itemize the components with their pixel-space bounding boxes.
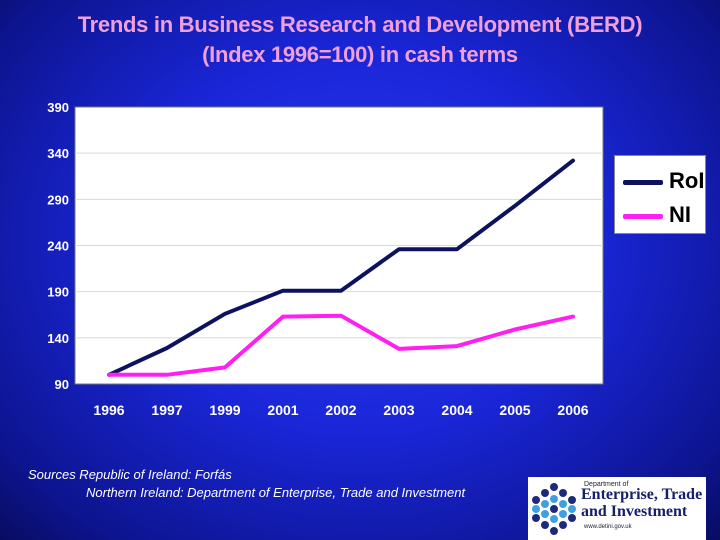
x-tick-label: 2001 xyxy=(267,402,298,418)
y-axis: 90 140 190 240 290 340 390 xyxy=(47,100,69,392)
legend-item-roi: RoI xyxy=(623,166,707,196)
logo-line1: Enterprise, Trade xyxy=(581,486,703,503)
chart-title-line2: (Index 1996=100) in cash terms xyxy=(202,42,518,67)
legend-swatch-roi xyxy=(623,180,663,185)
source-ni: Northern Ireland: Department of Enterpri… xyxy=(86,485,466,500)
chart-title-line1: Trends in Business Research and Developm… xyxy=(77,12,643,37)
source-roi: Sources Republic of Ireland: Forfás xyxy=(28,467,232,482)
x-tick-label: 1996 xyxy=(93,402,124,418)
legend-item-ni: NI xyxy=(623,200,707,230)
logo-small-text: Department of xyxy=(584,481,629,488)
y-tick-label: 240 xyxy=(47,239,69,254)
logo-url: www.detini.gov.uk xyxy=(584,524,632,530)
series-lines xyxy=(107,158,575,377)
series-line-ni xyxy=(107,313,575,377)
series-line-roi xyxy=(107,158,575,377)
y-tick-label: 140 xyxy=(47,331,69,346)
x-tick-label: 2004 xyxy=(441,402,472,418)
y-tick-label: 340 xyxy=(47,146,69,161)
x-tick-label: 1997 xyxy=(151,402,182,418)
chart-title: Trends in Business Research and Developm… xyxy=(0,10,720,70)
sources-note: Sources Republic of Ireland: Forfás Nort… xyxy=(28,466,465,502)
logo-line2: and Investment xyxy=(581,503,688,520)
y-tick-label: 390 xyxy=(47,100,69,115)
logo-name: Enterprise, Trade and Investment xyxy=(581,486,702,520)
deti-logo: Department of Enterprise, Trade and Inve… xyxy=(528,477,706,540)
x-axis: 1996 1997 1999 2001 2002 2003 2004 2005 2006 xyxy=(93,402,588,418)
logo-emblem-icon xyxy=(532,483,576,535)
y-tick-label: 290 xyxy=(47,192,69,207)
y-tick-label: 90 xyxy=(55,377,69,392)
legend-label-roi: RoI xyxy=(669,168,705,193)
x-tick-label: 1999 xyxy=(209,402,240,418)
legend-label-ni: NI xyxy=(669,202,691,227)
x-tick-label: 2006 xyxy=(557,402,588,418)
x-tick-label: 2005 xyxy=(499,402,530,418)
y-tick-label: 190 xyxy=(47,285,69,300)
legend-swatch-ni xyxy=(623,214,663,219)
x-tick-label: 2002 xyxy=(325,402,356,418)
chart-legend: RoI NI xyxy=(614,155,706,234)
x-tick-label: 2003 xyxy=(383,402,414,418)
